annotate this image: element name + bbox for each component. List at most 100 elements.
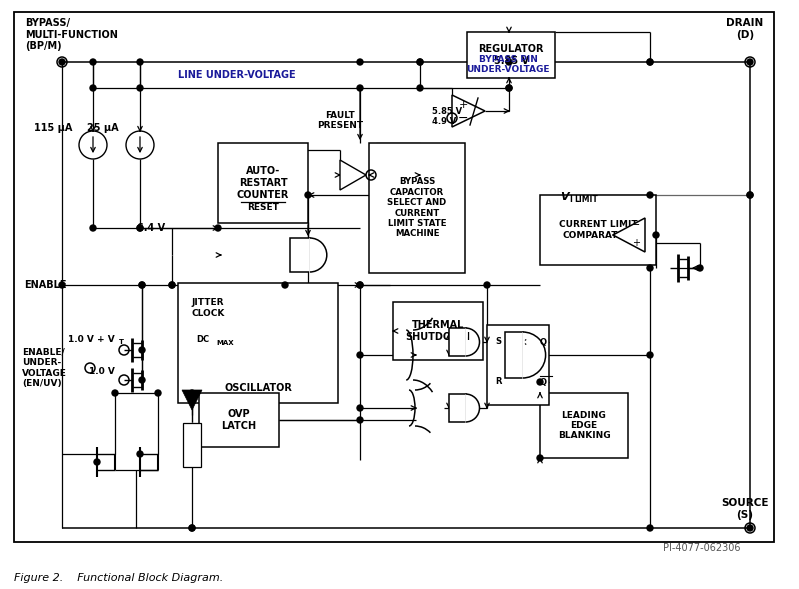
- Text: BYPASS PIN
UNDER-VOLTAGE: BYPASS PIN UNDER-VOLTAGE: [467, 55, 550, 74]
- FancyBboxPatch shape: [178, 283, 338, 403]
- Circle shape: [59, 282, 65, 288]
- Text: 115 μA: 115 μA: [34, 123, 72, 133]
- Circle shape: [647, 192, 653, 198]
- FancyBboxPatch shape: [449, 328, 466, 356]
- Text: DC: DC: [197, 336, 209, 345]
- Text: −: −: [458, 111, 468, 124]
- Text: DRAIN
(D): DRAIN (D): [726, 18, 764, 39]
- Circle shape: [94, 459, 100, 465]
- Text: 25 μA: 25 μA: [87, 123, 119, 133]
- Circle shape: [357, 59, 363, 65]
- Text: Q: Q: [540, 378, 547, 386]
- Text: CURRENT LIMIT
COMPARATOR: CURRENT LIMIT COMPARATOR: [559, 220, 638, 240]
- Circle shape: [137, 225, 143, 231]
- Circle shape: [112, 390, 118, 396]
- Circle shape: [747, 59, 753, 65]
- Text: T: T: [119, 339, 124, 345]
- Text: S: S: [495, 337, 501, 346]
- FancyBboxPatch shape: [369, 143, 465, 273]
- FancyBboxPatch shape: [393, 302, 483, 360]
- Circle shape: [137, 59, 143, 65]
- Text: MAX: MAX: [216, 340, 233, 346]
- Circle shape: [357, 282, 363, 288]
- Circle shape: [155, 390, 161, 396]
- Circle shape: [647, 265, 653, 271]
- Text: I: I: [569, 196, 572, 204]
- Text: FAULT
PRESENT: FAULT PRESENT: [317, 111, 363, 130]
- Circle shape: [90, 225, 96, 231]
- Circle shape: [357, 405, 363, 411]
- Text: −: −: [631, 220, 641, 230]
- FancyBboxPatch shape: [199, 393, 279, 447]
- FancyBboxPatch shape: [505, 332, 523, 378]
- Circle shape: [357, 85, 363, 91]
- Text: LEADING
EDGE
BLANKING: LEADING EDGE BLANKING: [558, 411, 610, 441]
- Circle shape: [139, 282, 145, 288]
- Circle shape: [417, 85, 423, 91]
- Text: REGULATOR
5.85 V: REGULATOR 5.85 V: [479, 44, 544, 66]
- Text: R: R: [495, 378, 502, 386]
- Circle shape: [189, 525, 195, 531]
- Text: LINE UNDER-VOLTAGE: LINE UNDER-VOLTAGE: [178, 70, 296, 80]
- Circle shape: [169, 282, 175, 288]
- Text: ENABLE/
UNDER-
VOLTAGE
(EN/UV): ENABLE/ UNDER- VOLTAGE (EN/UV): [22, 348, 67, 388]
- Circle shape: [169, 282, 175, 288]
- Text: ENABLE: ENABLE: [24, 280, 66, 290]
- Text: Q: Q: [540, 337, 547, 346]
- FancyBboxPatch shape: [290, 238, 310, 272]
- Text: 4.9 V: 4.9 V: [432, 117, 456, 127]
- Circle shape: [506, 85, 512, 91]
- Text: 1.0 V: 1.0 V: [89, 368, 115, 376]
- Circle shape: [137, 451, 143, 457]
- Text: AUTO-
RESTART
COUNTER: AUTO- RESTART COUNTER: [237, 167, 289, 200]
- Circle shape: [647, 59, 653, 65]
- Circle shape: [417, 59, 423, 65]
- Circle shape: [282, 282, 288, 288]
- FancyBboxPatch shape: [218, 143, 308, 223]
- Text: +: +: [459, 100, 467, 110]
- Circle shape: [305, 192, 311, 198]
- Circle shape: [139, 282, 145, 288]
- Text: +: +: [632, 238, 640, 248]
- Circle shape: [506, 85, 512, 91]
- Circle shape: [747, 192, 753, 198]
- Text: LIMIT: LIMIT: [574, 196, 598, 204]
- FancyBboxPatch shape: [467, 32, 555, 78]
- Text: OSCILLATOR: OSCILLATOR: [224, 383, 292, 393]
- Text: PI-4077-062306: PI-4077-062306: [662, 543, 740, 553]
- Circle shape: [506, 59, 512, 65]
- FancyBboxPatch shape: [449, 394, 466, 422]
- Text: RESET: RESET: [247, 203, 279, 211]
- Circle shape: [357, 282, 363, 288]
- FancyBboxPatch shape: [183, 423, 201, 467]
- Text: OVP
LATCH: OVP LATCH: [221, 409, 256, 431]
- Text: BYPASS/
MULTI-FUNCTION
(BP/M): BYPASS/ MULTI-FUNCTION (BP/M): [25, 18, 118, 51]
- Polygon shape: [452, 95, 485, 127]
- Circle shape: [747, 192, 753, 198]
- Text: THERMAL
SHUTDOWN: THERMAL SHUTDOWN: [406, 320, 471, 342]
- Circle shape: [90, 85, 96, 91]
- FancyBboxPatch shape: [175, 50, 735, 530]
- Circle shape: [647, 525, 653, 531]
- Circle shape: [537, 455, 543, 461]
- Text: SOURCE
(S): SOURCE (S): [721, 498, 769, 519]
- Circle shape: [417, 59, 423, 65]
- Circle shape: [189, 525, 195, 531]
- Text: BYPASS
CAPACITOR
SELECT AND
CURRENT
LIMIT STATE
MACHINE: BYPASS CAPACITOR SELECT AND CURRENT LIMI…: [388, 177, 447, 239]
- FancyBboxPatch shape: [540, 195, 656, 265]
- Circle shape: [139, 347, 145, 353]
- Circle shape: [653, 232, 659, 238]
- Polygon shape: [182, 390, 202, 410]
- Text: 5.85 V: 5.85 V: [432, 108, 462, 117]
- Circle shape: [697, 265, 703, 271]
- FancyBboxPatch shape: [540, 393, 628, 458]
- Circle shape: [137, 225, 143, 231]
- Circle shape: [747, 525, 753, 531]
- Circle shape: [59, 59, 65, 65]
- Text: 1.0 V + V: 1.0 V + V: [68, 336, 115, 345]
- Polygon shape: [340, 160, 366, 190]
- Text: JITTER
CLOCK: JITTER CLOCK: [191, 298, 225, 317]
- Text: Figure 2.    Functional Block Diagram.: Figure 2. Functional Block Diagram.: [14, 573, 223, 583]
- Circle shape: [647, 352, 653, 358]
- Text: 6.4 V: 6.4 V: [137, 223, 165, 233]
